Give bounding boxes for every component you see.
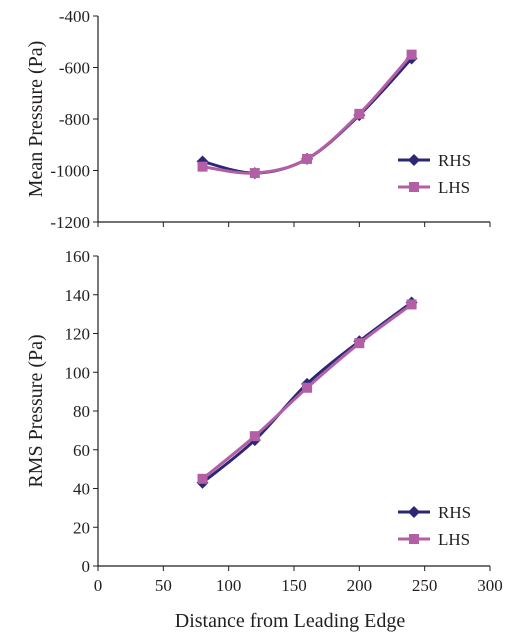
y-tick-label: 100 [65, 363, 91, 382]
lhs-series-point [249, 431, 260, 442]
lhs-series-point [406, 49, 417, 60]
legend-rhs-label: RHS [438, 503, 471, 522]
legend-rhs-marker [408, 154, 420, 166]
x-tick-label: 0 [94, 576, 103, 595]
lhs-series-point [302, 153, 313, 164]
x-tick-label: 100 [216, 576, 242, 595]
y-axis-title: Mean Pressure (Pa) [25, 41, 47, 198]
y-tick-label: 120 [65, 325, 91, 344]
lhs-series-point [197, 473, 208, 484]
lhs-series-point [249, 168, 260, 179]
y-tick-label: 0 [82, 557, 91, 576]
lhs-series-point [354, 338, 365, 349]
lhs-series-point [302, 382, 313, 393]
rms-pressure-panel: 0 20 40 60 80 100 120 140 160 0 50 100 150 200 250 300 R… [25, 247, 503, 632]
legend-rhs-label: RHS [438, 151, 471, 170]
legend-lhs-marker [409, 534, 419, 544]
x-tick-label: 200 [347, 576, 373, 595]
lhs-series-point [406, 299, 417, 310]
legend-lhs-label: LHS [438, 178, 470, 197]
x-tick-label: 250 [412, 576, 438, 595]
y-tick-label: -1200 [50, 213, 90, 232]
legend-lhs-marker [409, 182, 419, 192]
y-axis-title: RMS Pressure (Pa) [25, 334, 47, 487]
y-tick-label: 20 [73, 518, 90, 537]
y-tick-label: 40 [73, 480, 90, 499]
y-tick-label: -800 [59, 110, 90, 129]
x-tick-label: 300 [477, 576, 503, 595]
y-tick-label: 80 [73, 402, 90, 421]
y-tick-label: -1000 [50, 162, 90, 181]
y-tick-label: -600 [59, 59, 90, 78]
y-tick-label: 160 [65, 247, 91, 266]
lhs-series-point [197, 161, 208, 172]
lhs-series-point [354, 108, 365, 119]
legend-rhs-marker [408, 506, 420, 518]
y-tick-label: -400 [59, 7, 90, 26]
y-tick-label: 60 [73, 441, 90, 460]
x-tick-label: 150 [281, 576, 307, 595]
x-tick-label: 50 [155, 576, 172, 595]
legend-lhs-label: LHS [438, 530, 470, 549]
x-axis-title: Distance from Leading Edge [175, 610, 406, 632]
y-tick-label: 140 [65, 286, 91, 305]
